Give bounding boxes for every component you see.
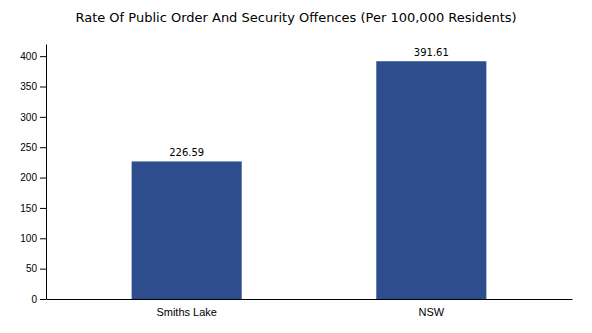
y-tick-label: 150 bbox=[20, 203, 37, 214]
bars bbox=[132, 61, 487, 299]
y-tick: 150 bbox=[20, 203, 46, 214]
x-tick: NSW bbox=[418, 306, 444, 318]
x-axis: Smiths Lake NSW bbox=[47, 300, 573, 318]
data-label: 226.59 bbox=[169, 147, 204, 158]
y-tick: 100 bbox=[20, 233, 46, 244]
x-tick: Smiths Lake bbox=[156, 306, 217, 318]
chart-svg: Rate Of Public Order And Security Offenc… bbox=[0, 0, 592, 333]
y-tick-mark bbox=[40, 208, 46, 209]
y-tick-mark bbox=[40, 178, 46, 179]
x-tick-label: NSW bbox=[418, 306, 444, 318]
chart-container: Rate Of Public Order And Security Offenc… bbox=[0, 0, 592, 333]
y-tick-label: 300 bbox=[20, 112, 37, 123]
y-tick-mark bbox=[40, 117, 46, 118]
y-tick-mark bbox=[40, 56, 46, 57]
data-labels: 226.59 391.61 bbox=[169, 47, 449, 158]
data-label: 391.61 bbox=[414, 47, 449, 58]
x-axis-line bbox=[47, 299, 573, 300]
y-tick-mark bbox=[40, 269, 46, 270]
y-axis: 0 50 100 150 200 250 300 350 400 bbox=[20, 45, 46, 305]
x-tick-label: Smiths Lake bbox=[156, 306, 217, 318]
y-tick-label: 50 bbox=[26, 263, 38, 274]
y-tick-mark bbox=[40, 87, 46, 88]
y-tick: 350 bbox=[20, 81, 46, 92]
bar bbox=[132, 161, 242, 299]
y-tick-label: 400 bbox=[20, 51, 37, 62]
plot: 0 50 100 150 200 250 300 350 400 Smiths Lake NSW 22… bbox=[20, 45, 572, 318]
y-tick: 300 bbox=[20, 112, 46, 123]
y-tick-mark bbox=[40, 299, 46, 300]
y-tick-label: 0 bbox=[31, 294, 37, 305]
title: Rate Of Public Order And Security Offenc… bbox=[75, 10, 516, 25]
y-tick: 50 bbox=[26, 263, 46, 274]
y-tick: 250 bbox=[20, 142, 46, 153]
y-axis-line bbox=[46, 45, 47, 300]
y-tick-label: 350 bbox=[20, 81, 37, 92]
y-tick: 400 bbox=[20, 51, 46, 62]
y-tick-label: 250 bbox=[20, 142, 37, 153]
y-tick-label: 200 bbox=[20, 172, 37, 183]
bar bbox=[376, 61, 486, 299]
y-tick: 200 bbox=[20, 172, 46, 183]
y-tick-label: 100 bbox=[20, 233, 37, 244]
y-tick-mark bbox=[40, 147, 46, 148]
y-tick: 0 bbox=[31, 294, 46, 305]
y-tick-mark bbox=[40, 238, 46, 239]
